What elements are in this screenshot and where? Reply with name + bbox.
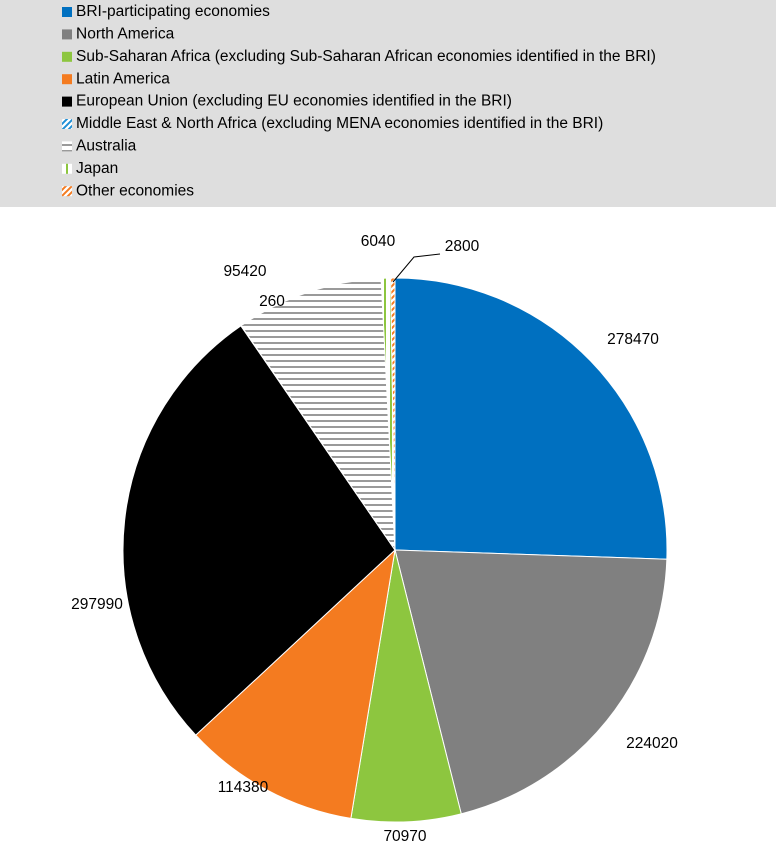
legend-label: Australia bbox=[76, 137, 137, 154]
leader-line bbox=[392, 253, 441, 283]
pie-slice bbox=[394, 277, 668, 560]
legend-label: Japan bbox=[76, 160, 118, 177]
legend-marker bbox=[62, 96, 72, 107]
data-label: 6040 bbox=[361, 233, 396, 250]
pie-slice bbox=[390, 277, 396, 551]
pie-slice bbox=[240, 277, 396, 552]
data-label: 297990 bbox=[71, 596, 123, 613]
legend-label: Latin America bbox=[76, 70, 170, 87]
legend-marker bbox=[62, 186, 72, 197]
pie-slice bbox=[122, 325, 396, 736]
legend-label: Other economies bbox=[76, 182, 194, 199]
legend-label: BRI-participating economies bbox=[76, 3, 270, 20]
legend-background bbox=[0, 0, 776, 207]
data-label: 224020 bbox=[626, 735, 678, 752]
legend-label: Sub-Saharan Africa (excluding Sub-Sahara… bbox=[76, 48, 656, 65]
pie-slice bbox=[394, 549, 668, 815]
legend-marker bbox=[62, 29, 72, 40]
data-label: 260 bbox=[259, 293, 285, 310]
legend-label: North America bbox=[76, 25, 175, 42]
legend-marker bbox=[62, 141, 72, 152]
data-label: 2800 bbox=[445, 238, 480, 255]
legend-marker bbox=[62, 51, 72, 62]
data-label: 70970 bbox=[383, 828, 426, 845]
pie-slice bbox=[350, 549, 462, 823]
legend-marker bbox=[62, 7, 72, 17]
legend-marker bbox=[62, 119, 72, 129]
data-label: 278470 bbox=[607, 331, 659, 348]
pie-slice bbox=[195, 548, 396, 819]
data-label: 114380 bbox=[218, 779, 269, 796]
legend-marker bbox=[62, 163, 72, 174]
legend-label: European Union (excluding EU economies i… bbox=[76, 93, 512, 110]
legend-marker bbox=[62, 74, 72, 85]
data-label: 95420 bbox=[223, 263, 266, 280]
legend-label: Middle East & North Africa (excluding ME… bbox=[76, 115, 603, 132]
